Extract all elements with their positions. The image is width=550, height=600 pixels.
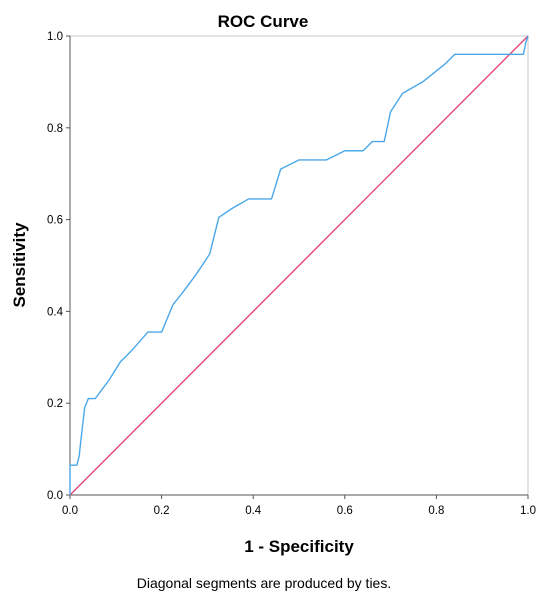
y-tick-label: 0.4 <box>47 306 64 318</box>
x-axis-label: 1 - Specificity <box>244 537 354 556</box>
x-tick-label: 0.4 <box>245 505 262 517</box>
y-tick-label: 0.0 <box>47 490 63 502</box>
x-axis-ticks: 0.0 0.2 0.4 0.6 0.8 1.0 <box>62 495 536 517</box>
y-tick-label: 1.0 <box>47 31 63 43</box>
footnote: Diagonal segments are produced by ties. <box>137 575 391 591</box>
x-tick-label: 0.6 <box>337 505 353 517</box>
chart-title: ROC Curve <box>218 12 309 31</box>
y-axis-label: Sensitivity <box>10 222 29 308</box>
y-tick-label: 0.6 <box>47 215 63 227</box>
x-tick-label: 0.2 <box>154 505 170 517</box>
y-tick-label: 0.8 <box>47 123 63 135</box>
x-tick-label: 0.8 <box>428 505 444 517</box>
series-layer <box>69 35 529 496</box>
x-tick-label: 0.0 <box>62 505 78 517</box>
y-axis-ticks: 0.0 0.2 0.4 0.6 0.8 1.0 <box>47 31 70 502</box>
x-tick-label: 1.0 <box>520 505 536 517</box>
reference-diagonal-line <box>69 35 529 496</box>
y-tick-label: 0.2 <box>47 398 63 410</box>
roc-curve-line <box>69 35 529 495</box>
